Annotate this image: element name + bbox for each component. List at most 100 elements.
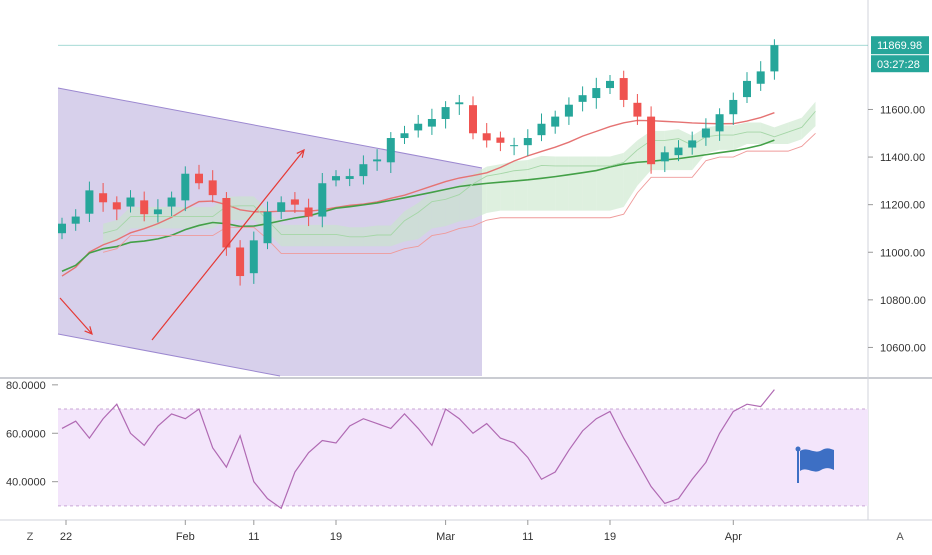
candle-body xyxy=(455,102,464,105)
cloud-segment xyxy=(801,101,816,140)
channel-lower-line xyxy=(57,333,281,377)
candle-body xyxy=(427,118,436,127)
cloud-segment xyxy=(486,164,501,213)
cloud-segment xyxy=(240,196,254,221)
indicator-lines xyxy=(61,110,816,277)
candle-body xyxy=(126,197,135,207)
candle-body xyxy=(729,99,738,115)
time-tick-label: 11 xyxy=(248,531,259,543)
cloud-segment xyxy=(527,155,542,211)
candle-body xyxy=(208,180,217,196)
candle-body xyxy=(469,105,477,134)
candle-body xyxy=(619,78,628,100)
cloud-segment xyxy=(281,224,295,247)
cloud-segment xyxy=(774,122,789,144)
moving-average-slow-line xyxy=(61,139,775,273)
candle-body xyxy=(688,140,697,148)
cloud-segment xyxy=(760,122,775,144)
rsi-tick-label: 40.0000 xyxy=(6,477,46,489)
cloud-segment xyxy=(431,189,446,229)
cloud-segment xyxy=(747,122,761,144)
auto-scale-button[interactable]: A xyxy=(896,531,904,543)
cloud-segment xyxy=(294,224,309,247)
candle-body xyxy=(195,173,203,184)
rsi-line xyxy=(61,389,775,510)
cloud-span-a-line xyxy=(102,110,816,238)
candle-body xyxy=(222,197,231,248)
countdown-badge xyxy=(871,55,929,73)
cloud-segment xyxy=(103,220,117,246)
cloud-segment xyxy=(623,140,638,208)
candle-body xyxy=(236,247,245,277)
candle-body xyxy=(277,202,286,212)
candle-body xyxy=(510,145,519,147)
last-price-label: 11869.98 xyxy=(877,40,922,52)
arrow-up-drawing-head xyxy=(296,148,305,158)
candle-body xyxy=(537,123,546,136)
cloud-segment xyxy=(541,155,556,211)
candle-body xyxy=(743,80,751,98)
time-tick-label: Mar xyxy=(436,531,455,543)
candle-body xyxy=(359,164,368,177)
moving-average-fast-line xyxy=(61,112,775,277)
candle-body xyxy=(647,116,656,165)
cloud-segment xyxy=(445,185,460,227)
candle-body xyxy=(441,107,450,119)
countdown-label: 03:27:28 xyxy=(877,59,920,71)
cloud-segment xyxy=(171,207,186,229)
cloud-segment xyxy=(610,152,624,211)
cloud-segment xyxy=(473,166,487,219)
cloud-segment xyxy=(500,161,515,211)
flag-icon[interactable] xyxy=(795,446,835,484)
time-tick-label: 11 xyxy=(522,531,533,543)
candle-body xyxy=(564,104,573,117)
cloud-segment xyxy=(514,160,528,211)
cloud-segment xyxy=(788,117,802,144)
candle-body xyxy=(660,152,669,162)
time-tick-label: 22 xyxy=(60,531,72,543)
price-axis[interactable]: 10600.00 10800.00 11000.00 11200.00 11400.00… xyxy=(58,36,929,354)
rsi-band xyxy=(58,409,868,506)
cloud-span-b-line xyxy=(102,132,816,254)
candle-body xyxy=(153,209,162,215)
candle-body xyxy=(578,95,587,102)
cloud-segment xyxy=(596,156,610,211)
candle-body xyxy=(140,200,149,215)
candle-body xyxy=(770,45,779,72)
arrow-down-drawing-shaft xyxy=(59,297,93,335)
auto-scale-label: A xyxy=(896,531,904,543)
arrow-drawings[interactable] xyxy=(59,148,305,341)
log-scale-button[interactable]: Z xyxy=(27,531,34,543)
candle-body xyxy=(496,137,505,143)
cloud-segment xyxy=(719,125,734,150)
candle-body xyxy=(85,190,94,214)
candle-body xyxy=(345,176,354,179)
cloud-segment xyxy=(308,224,323,247)
candle-body xyxy=(373,159,382,162)
candle-body xyxy=(318,183,327,217)
cloud-segment xyxy=(582,156,597,211)
cloud-segment xyxy=(555,156,569,211)
arrow-down-drawing xyxy=(59,297,93,336)
rsi-tick-label: 60.0000 xyxy=(6,428,46,440)
rsi-tick-label: 80.0000 xyxy=(6,380,46,392)
price-tick-label: 11400.00 xyxy=(880,152,925,164)
candle-body xyxy=(99,193,108,203)
candle-body xyxy=(332,176,340,181)
candle-body xyxy=(249,240,258,274)
time-axis[interactable]: 22 Feb 11 19 Mar 11 19 Apr xyxy=(60,520,742,543)
candle-body xyxy=(386,138,395,163)
candle-body xyxy=(167,197,176,207)
candle-body xyxy=(701,128,710,138)
ichimoku-cloud xyxy=(103,101,816,247)
last-price-badge xyxy=(871,36,929,55)
rsi-axis[interactable]: 40.0000 60.0000 80.0000 xyxy=(6,380,58,489)
cloud-segment xyxy=(377,225,391,247)
candle-body xyxy=(304,207,313,217)
time-tick-label: Feb xyxy=(176,531,195,543)
price-tick-label: 11200.00 xyxy=(880,200,925,212)
candle-body xyxy=(112,202,121,210)
candlestick-series xyxy=(58,39,779,286)
